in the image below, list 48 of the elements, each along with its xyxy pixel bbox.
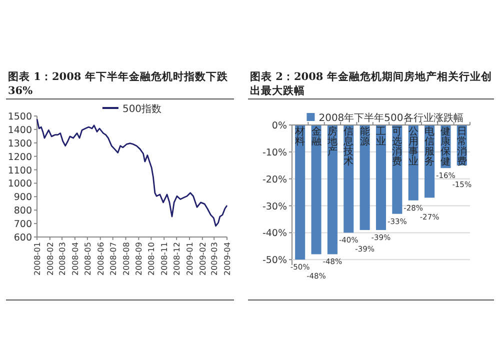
chart-title: 图表 2：2008 年金融危机期间房地产相关行业创出最大跌幅: [250, 70, 492, 97]
x-tick-label: 日常消费: [456, 126, 467, 168]
y-tick-label: 700: [14, 219, 32, 230]
x-tick-label: 工业: [376, 126, 386, 148]
y-tick-label: 600: [14, 232, 32, 244]
x-tick-label: 能源: [360, 126, 370, 148]
x-tick-label: 金融: [311, 126, 322, 148]
y-tick-label: 1100: [8, 165, 32, 176]
legend-label: 2008年下半年500各行业涨跌幅: [318, 112, 464, 124]
y-tick-label: -40%: [262, 228, 287, 240]
y-tick-label: -50%: [262, 255, 287, 266]
x-tick-label: 2009-02: [198, 242, 208, 276]
line-series: [36, 118, 228, 227]
y-tick-label: 1200: [8, 152, 32, 163]
y-tick-label: 900: [14, 192, 32, 204]
x-tick-label: 2009-04: [223, 242, 232, 276]
x-tick-label: 2008-04: [70, 242, 80, 276]
y-tick-label: -10%: [262, 147, 287, 158]
x-tick-label: 2008-06: [96, 242, 106, 276]
x-tick-label: 2008-12: [172, 242, 182, 276]
x-tick-label: 信息技术: [342, 126, 354, 168]
x-tick-label: 2008-10: [147, 242, 156, 276]
x-tick-label: 2009-03: [210, 242, 220, 276]
x-tick-label: 公用事业: [408, 126, 418, 168]
x-tick-label: 材料: [294, 126, 306, 148]
y-tick-label: 1000: [8, 178, 32, 190]
x-tick-label: 可选消费: [392, 126, 402, 168]
x-tick-label: 2009-01: [186, 242, 194, 276]
x-tick-label: 2008-01: [33, 242, 42, 276]
x-tick-label: 2008-11: [160, 242, 170, 276]
x-tick-label: 2008-09: [134, 242, 144, 276]
y-tick-label: -20%: [262, 174, 287, 186]
x-tick-label: 2008-03: [58, 242, 67, 276]
x-tick-label: 2008-08: [122, 242, 131, 276]
y-tick-label: 1500: [8, 112, 32, 122]
y-tick-label: 0%: [272, 120, 287, 132]
y-tick-label: -30%: [262, 201, 287, 212]
x-tick-label: 2008-07: [108, 242, 118, 276]
legend-label: 500指数: [122, 103, 162, 115]
y-tick-label: 800: [14, 206, 32, 217]
x-tick-label: 2008-05: [83, 242, 92, 276]
x-tick-label: 健康保健: [440, 126, 451, 168]
y-tick-label: 1300: [8, 138, 32, 150]
x-tick-label: 房地产: [326, 126, 338, 158]
x-tick-label: 电信服务: [424, 126, 435, 168]
y-tick-label: 1400: [8, 124, 32, 136]
x-tick-label: 2008-02: [46, 242, 55, 276]
chart-title: 图表 1：2008 年下半年金融危机时指数下跌 36%: [8, 70, 232, 97]
